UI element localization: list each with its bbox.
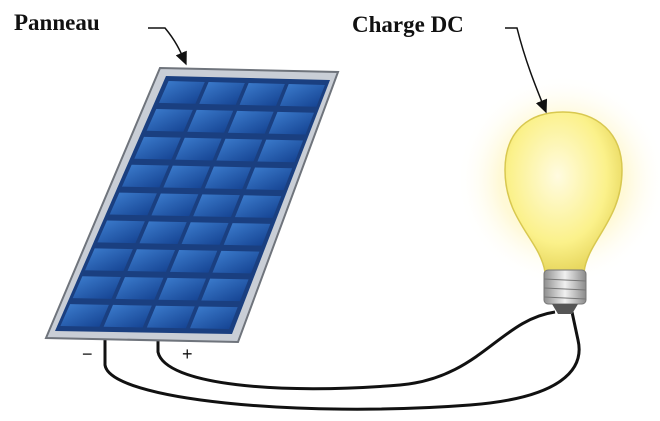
solar-cell — [279, 84, 325, 107]
solar-cell — [139, 221, 187, 244]
plus-label: + — [182, 344, 193, 364]
solar-cell — [115, 277, 164, 300]
base-ridge — [543, 296, 587, 300]
solar-cell — [146, 305, 195, 329]
solar-cell — [97, 220, 145, 244]
solar-cell — [199, 82, 245, 105]
solar-cell — [246, 167, 293, 191]
solar-cell — [175, 137, 222, 161]
bulb-tip — [552, 304, 578, 314]
solar-cell — [151, 193, 199, 217]
solar-cell — [121, 164, 169, 188]
solar-cell — [158, 277, 206, 301]
solar-cell — [204, 166, 252, 190]
solar-cell — [85, 248, 133, 271]
solar-cell — [60, 304, 109, 327]
base-ridge — [543, 287, 587, 291]
panel-cells — [60, 81, 325, 329]
solar-cell — [163, 165, 210, 189]
solar-cell — [103, 304, 152, 328]
solar-cell — [170, 250, 218, 273]
solar-cell — [268, 111, 314, 135]
wire-negative — [103, 311, 581, 411]
solar-cell — [146, 108, 193, 132]
solar-cell — [127, 249, 176, 272]
solar-cell — [134, 136, 181, 160]
load-pointer — [505, 27, 548, 114]
panel-pointer — [148, 27, 187, 66]
solar-cell — [257, 139, 304, 163]
solar-cell — [187, 109, 234, 133]
solar-cell — [227, 110, 274, 134]
solar-cell — [109, 192, 157, 216]
wire-positive — [156, 310, 556, 391]
solar-cell — [181, 222, 229, 245]
solar-cell — [190, 306, 238, 329]
solar-cell — [223, 223, 271, 246]
solar-cell — [158, 81, 205, 104]
panel-label: Panneau — [14, 10, 100, 35]
solar-cell — [239, 83, 285, 106]
solar-cell — [201, 278, 249, 302]
minus-label: − — [82, 344, 93, 364]
bulb-glass — [504, 111, 623, 273]
solar-cell — [216, 138, 263, 162]
solar-cell — [72, 276, 121, 299]
solar-cell — [193, 194, 240, 217]
solar-cell — [212, 250, 260, 274]
load-label: Charge DC — [352, 12, 464, 37]
solar-cell — [234, 195, 282, 218]
base-ridge — [543, 278, 587, 282]
